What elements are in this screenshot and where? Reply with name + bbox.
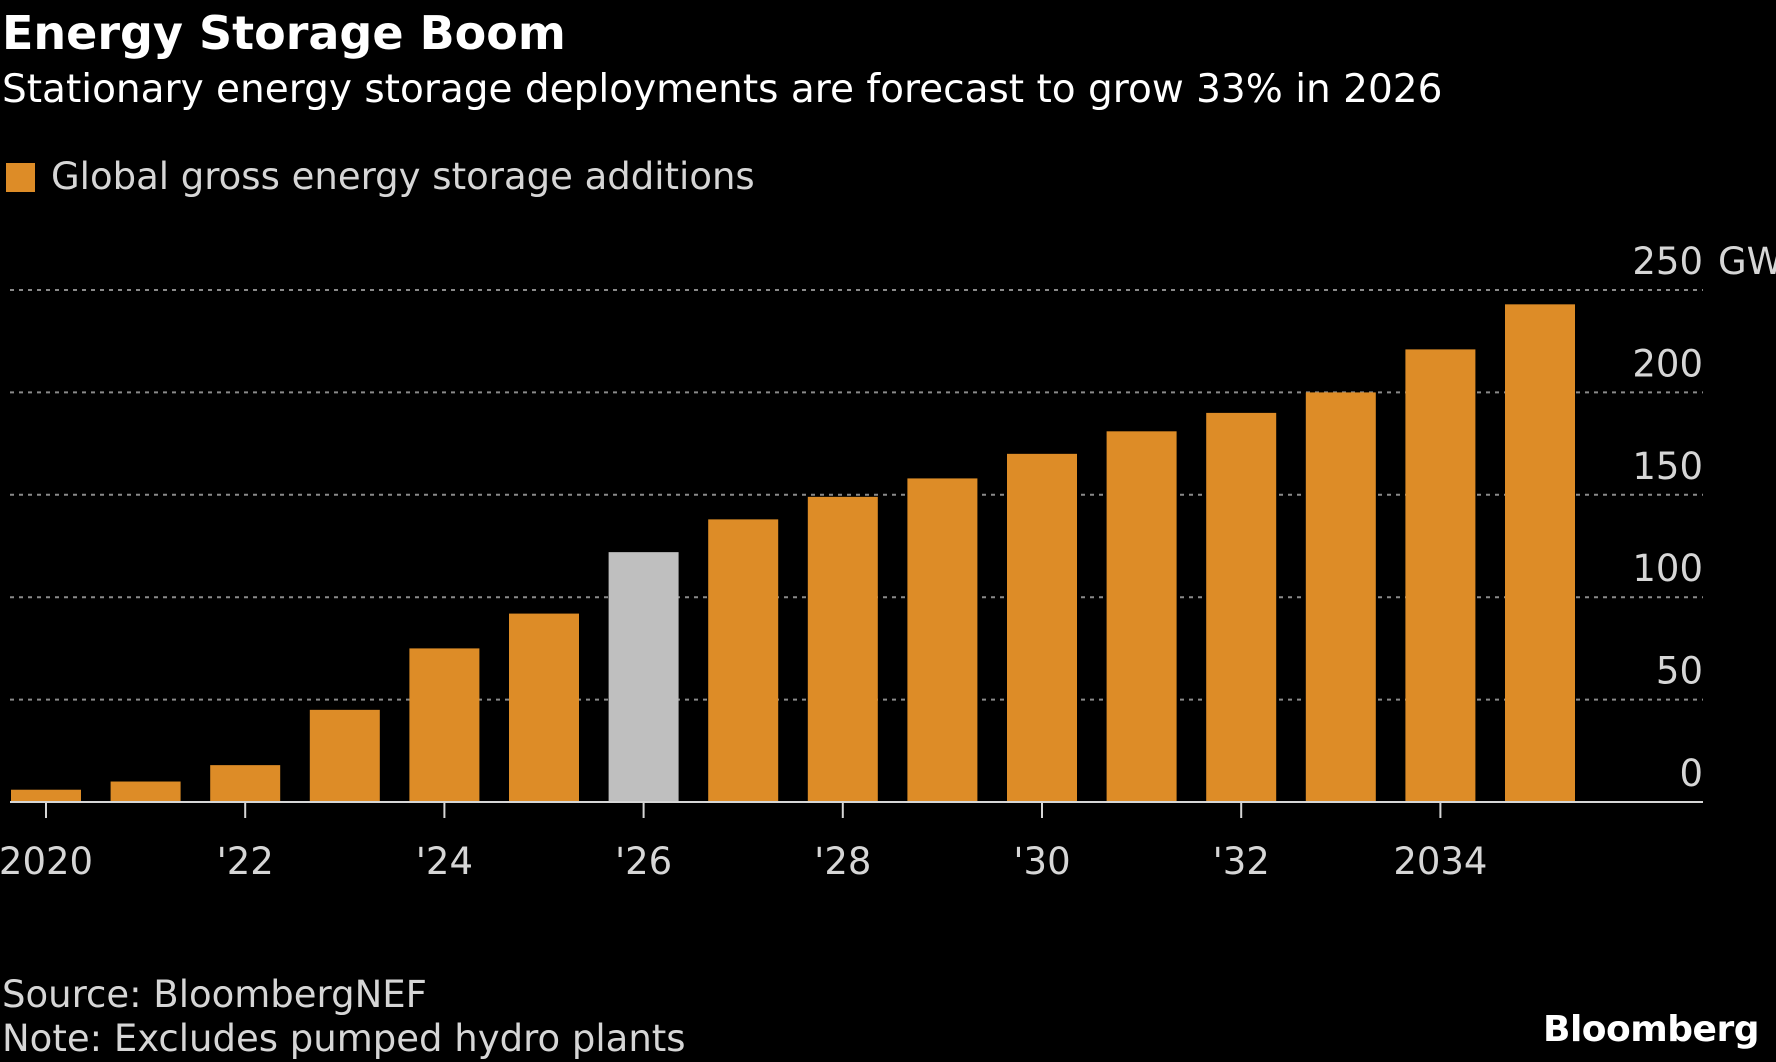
bar-2027 xyxy=(708,519,779,802)
bar-2033 xyxy=(1305,392,1376,802)
bar-2026 xyxy=(608,552,679,802)
bar-2021 xyxy=(110,781,181,802)
x-axis-ticks: 2020 '22 '24 '26 '28 '30 '32 2034 xyxy=(0,802,1487,883)
x-tick-label: '32 xyxy=(1213,840,1270,883)
legend-swatch xyxy=(6,162,35,192)
legend: Global gross energy storage additions xyxy=(6,151,755,203)
y-tick-label: 150 xyxy=(1632,445,1703,488)
source-note: Source: BloombergNEF xyxy=(2,973,427,1016)
footnote: Note: Excludes pumped hydro plants xyxy=(2,1017,686,1060)
x-tick-label: 2020 xyxy=(0,840,93,883)
x-tick-label: '22 xyxy=(217,840,274,883)
chart-subtitle: Stationary energy storage deployments ar… xyxy=(2,67,1443,112)
bar-2023 xyxy=(309,709,380,802)
chart-title: Energy Storage Boom xyxy=(2,6,566,60)
bar-2028 xyxy=(807,496,878,802)
bars xyxy=(11,304,1575,802)
bar-2030 xyxy=(1007,453,1077,802)
bar-2029 xyxy=(907,478,978,802)
bar-2022 xyxy=(210,765,281,802)
y-axis-ticks: 0 50 100 150 200 250 GW xyxy=(1632,240,1776,795)
bar-2025 xyxy=(509,613,579,802)
x-tick-label: '30 xyxy=(1013,840,1070,883)
bloomberg-logo: Bloomberg xyxy=(1543,1009,1759,1050)
x-tick-label: '24 xyxy=(416,840,473,883)
y-tick-label: 0 xyxy=(1679,752,1703,795)
x-tick-label: '28 xyxy=(814,840,871,883)
bar-2034 xyxy=(1405,349,1476,802)
y-tick-label: 200 xyxy=(1632,342,1703,385)
bar-2032 xyxy=(1206,412,1277,802)
y-tick-label: 250 xyxy=(1632,240,1703,283)
bar-2024 xyxy=(409,648,480,802)
y-unit-label: GW xyxy=(1718,240,1776,283)
x-tick-label: '26 xyxy=(615,840,672,883)
bar-2035 xyxy=(1505,304,1575,802)
bar-2020 xyxy=(11,789,81,802)
y-tick-label: 50 xyxy=(1656,650,1703,693)
legend-label: Global gross energy storage additions xyxy=(51,155,755,198)
x-tick-label: 2034 xyxy=(1393,840,1487,883)
y-tick-label: 100 xyxy=(1632,547,1703,590)
bar-2031 xyxy=(1106,431,1177,802)
